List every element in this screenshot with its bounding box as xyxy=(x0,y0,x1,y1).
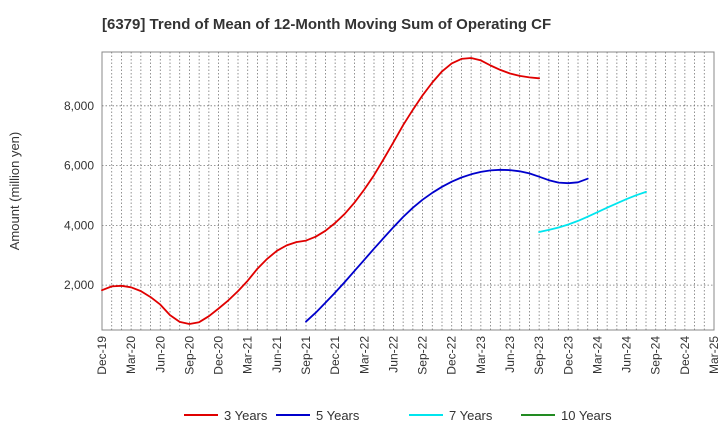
x-tick-label: Sep-20 xyxy=(182,336,196,375)
y-axis: 2,000 4,000 6,000 8,000 xyxy=(64,99,94,292)
y-axis-label: Amount (million yen) xyxy=(7,132,22,251)
x-axis: Dec-19 Mar-20 Jun-20 Sep-20 Dec-20 Mar-21 Jun-… xyxy=(95,336,720,375)
y-tick-label: 6,000 xyxy=(64,159,94,173)
x-tick-label: Mar-25 xyxy=(707,336,720,374)
x-tick-label: Sep-23 xyxy=(532,336,546,375)
x-tick-label: Jun-24 xyxy=(620,336,634,373)
x-tick-label: Mar-23 xyxy=(474,336,488,374)
plot-area xyxy=(101,51,715,331)
x-tick-label: Jun-20 xyxy=(153,336,167,373)
y-tick-label: 4,000 xyxy=(64,218,94,232)
y-tick-label: 8,000 xyxy=(64,99,94,113)
chart-title: [6379] Trend of Mean of 12-Month Moving … xyxy=(102,16,551,33)
series-line-3-years xyxy=(101,57,540,325)
x-tick-label: Dec-22 xyxy=(445,336,459,375)
x-tick-label: Dec-24 xyxy=(678,336,692,375)
series-line-5-years xyxy=(305,168,589,323)
legend-label-7-years: 7 Years xyxy=(449,408,493,423)
x-tick-label: Mar-21 xyxy=(241,336,255,374)
x-tick-label: Dec-23 xyxy=(561,336,575,375)
x-tick-label: Jun-21 xyxy=(270,336,284,373)
x-tick-label: Sep-21 xyxy=(299,336,313,375)
legend: 3 Years 5 Years 7 Years 10 Years xyxy=(184,408,612,423)
grid xyxy=(102,52,714,330)
x-tick-label: Dec-21 xyxy=(328,336,342,375)
legend-label-3-years: 3 Years xyxy=(224,408,268,423)
x-tick-label: Dec-19 xyxy=(95,336,109,375)
series-lines xyxy=(101,57,647,325)
x-tick-label: Jun-23 xyxy=(503,336,517,373)
legend-label-10-years: 10 Years xyxy=(561,408,612,423)
series-line-7-years xyxy=(538,190,647,233)
y-tick-label: 2,000 xyxy=(64,278,94,292)
x-tick-label: Mar-22 xyxy=(357,336,371,374)
legend-label-5-years: 5 Years xyxy=(316,408,360,423)
x-tick-label: Mar-20 xyxy=(124,336,138,374)
x-tick-label: Sep-24 xyxy=(649,336,663,375)
x-tick-label: Dec-20 xyxy=(212,336,226,375)
x-tick-label: Sep-22 xyxy=(416,336,430,375)
x-tick-label: Jun-22 xyxy=(386,336,400,373)
x-tick-label: Mar-24 xyxy=(590,336,604,374)
